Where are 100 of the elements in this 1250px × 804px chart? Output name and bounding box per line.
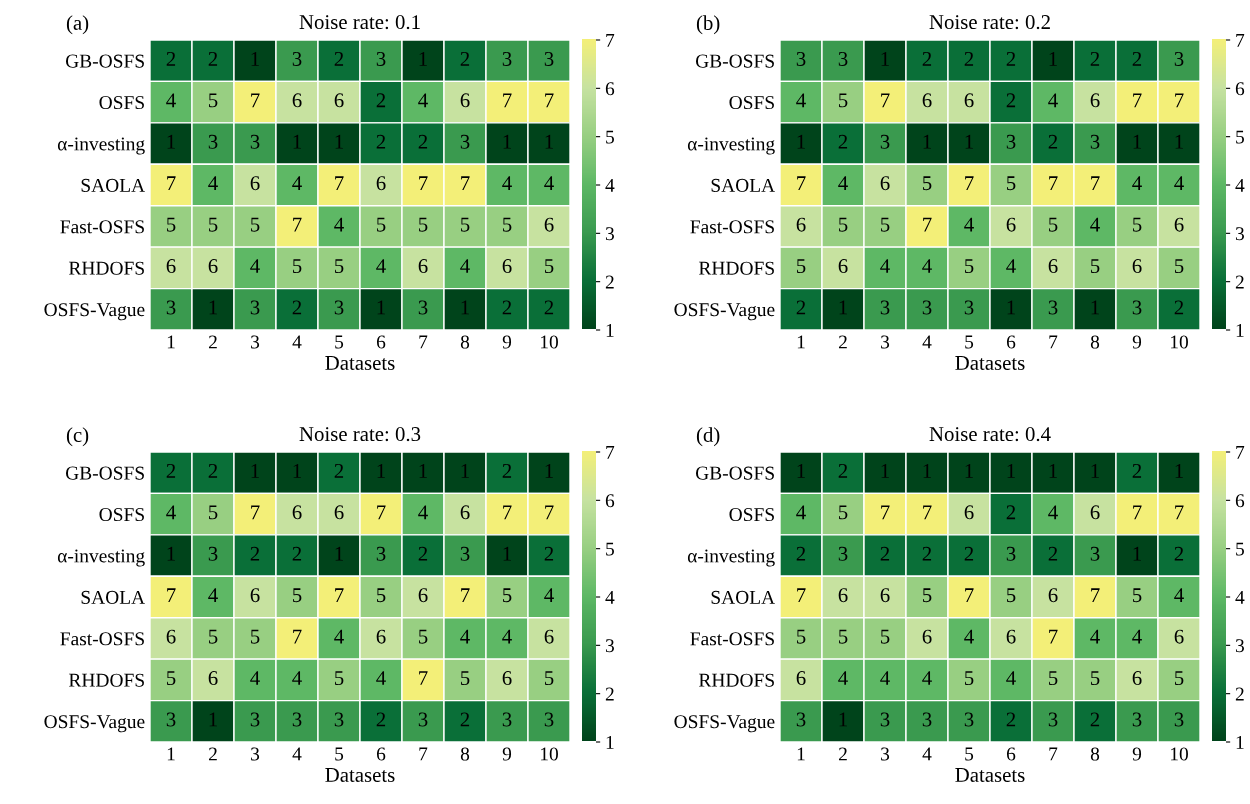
data-label: 2 xyxy=(292,546,302,561)
data-label: 7 xyxy=(335,176,344,191)
data-label: 4 xyxy=(334,217,344,232)
data-label: 7 xyxy=(293,629,302,644)
data-label: 2 xyxy=(880,546,890,561)
data-label: 3 xyxy=(208,134,218,149)
data-label: 6 xyxy=(1174,629,1184,644)
data-label: 7 xyxy=(503,93,512,108)
x-tick-label: 4 xyxy=(922,747,932,761)
data-label: 1 xyxy=(1091,463,1099,478)
color-bar-label: 3 xyxy=(1235,227,1244,241)
data-label: 4 xyxy=(838,671,848,685)
x-tick-label: 8 xyxy=(1090,335,1100,349)
data-label: 6 xyxy=(502,671,512,686)
data-label: 2 xyxy=(796,300,806,315)
data-label: 1 xyxy=(545,134,553,149)
x-tick-label: 1 xyxy=(167,335,175,349)
data-label: 7 xyxy=(881,93,890,108)
data-label: 1 xyxy=(335,546,343,561)
color-bar-label: 7 xyxy=(606,34,615,47)
data-label: 4 xyxy=(1006,671,1016,685)
color-bar-label: 5 xyxy=(1236,542,1244,556)
text: (d) xyxy=(696,427,720,447)
data-label: 5 xyxy=(923,176,932,191)
data-label: 2 xyxy=(796,546,806,561)
x-tick-label: 10 xyxy=(540,335,558,349)
data-label: 4 xyxy=(1132,629,1142,644)
y-tick-label: OSFS-Vague xyxy=(44,715,145,733)
data-label: 4 xyxy=(796,505,806,520)
data-label: 3 xyxy=(208,546,218,561)
y-tick-label: RHDOFS xyxy=(68,261,144,275)
data-label: 6 xyxy=(208,259,218,274)
data-label: 2 xyxy=(418,134,428,149)
data-label: 7 xyxy=(1133,505,1142,520)
data-label: 4 xyxy=(460,629,470,644)
data-label: 3 xyxy=(250,134,260,149)
data-label: 1 xyxy=(419,51,427,66)
data-label: 6 xyxy=(964,505,974,520)
color-bar-label: 1 xyxy=(1236,735,1244,749)
data-label: 3 xyxy=(838,546,848,561)
data-label: 2 xyxy=(1132,463,1142,478)
data-label: 7 xyxy=(545,505,554,520)
data-label: 6 xyxy=(544,217,554,232)
data-label: 2 xyxy=(1006,712,1016,727)
y-tick-label: OSFS-Vague xyxy=(674,715,775,733)
chart-title: Noise rate: 0.4 xyxy=(929,427,1051,442)
y-tick-label: SAOLA xyxy=(711,178,775,192)
data-label: 1 xyxy=(881,463,889,478)
x-tick-label: 5 xyxy=(335,747,344,761)
data-label: 2 xyxy=(1090,712,1100,727)
data-label: 3 xyxy=(964,300,974,315)
data-label: 1 xyxy=(167,546,175,561)
data-label: 4 xyxy=(166,505,176,520)
data-label: 4 xyxy=(418,505,428,520)
data-label: 1 xyxy=(167,134,175,149)
data-label: 5 xyxy=(839,629,848,644)
color-bar-label: 3 xyxy=(605,639,614,653)
data-label: 5 xyxy=(209,217,218,232)
data-label: 6 xyxy=(1132,671,1142,686)
data-label: 3 xyxy=(292,712,302,727)
data-label: 2 xyxy=(460,51,470,66)
x-tick-label: 1 xyxy=(797,747,805,761)
y-tick-label: OSFS xyxy=(729,508,774,522)
data-label: 1 xyxy=(1049,463,1057,478)
x-tick-label: 8 xyxy=(460,335,470,349)
chart-title: Noise rate: 0.1 xyxy=(299,15,420,30)
data-label: 3 xyxy=(334,712,344,727)
data-label: 1 xyxy=(1049,51,1057,66)
x-tick-label: 9 xyxy=(1132,747,1142,761)
data-label: 5 xyxy=(335,259,344,274)
data-label: 1 xyxy=(377,463,385,478)
y-tick-label: Fast-OSFS xyxy=(690,632,774,646)
x-tick-label: 5 xyxy=(335,335,344,349)
x-tick-label: 5 xyxy=(965,747,974,761)
color-bar-label: 5 xyxy=(606,542,614,556)
y-tick-label: OSFS-Vague xyxy=(44,303,145,321)
data-label: 5 xyxy=(797,259,806,274)
x-tick-label: 4 xyxy=(922,335,932,349)
x-tick-label: 7 xyxy=(419,335,428,349)
data-label: 4 xyxy=(880,671,890,685)
data-label: 1 xyxy=(251,51,259,66)
x-tick-label: 3 xyxy=(881,747,890,761)
data-label: 1 xyxy=(1175,463,1183,478)
data-label: 2 xyxy=(1048,546,1058,561)
data-label: 5 xyxy=(377,588,386,603)
data-label: 7 xyxy=(461,588,470,603)
data-label: 7 xyxy=(965,588,974,603)
data-label: 3 xyxy=(292,51,302,66)
y-tick-label: SAOLA xyxy=(81,590,145,604)
data-label: 5 xyxy=(335,671,344,686)
data-label: 1 xyxy=(1007,300,1015,315)
data-label: 2 xyxy=(544,546,554,561)
data-label: 4 xyxy=(796,93,806,108)
data-label: 3 xyxy=(1006,134,1016,149)
x-tick-label: 7 xyxy=(1049,335,1058,349)
data-label: 6 xyxy=(166,629,176,644)
data-label: 1 xyxy=(797,463,805,478)
x-tick-label: 2 xyxy=(838,747,847,761)
color-bar-label: 2 xyxy=(1235,275,1244,289)
data-label: 2 xyxy=(838,134,848,149)
